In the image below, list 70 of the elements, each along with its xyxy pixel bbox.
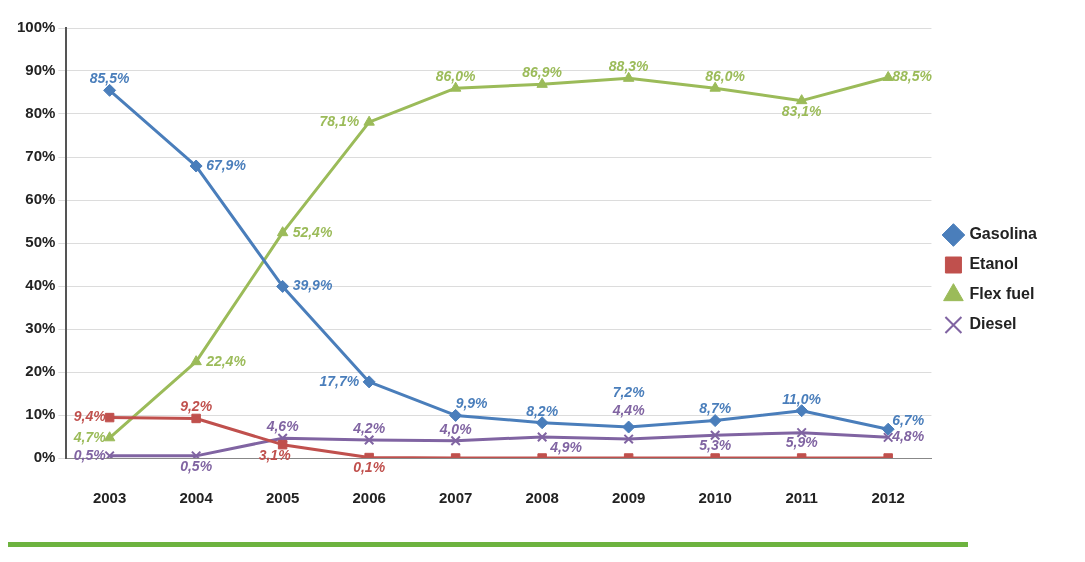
data-label: 67,9%	[206, 156, 247, 173]
point	[623, 433, 634, 445]
data-label: 86,0%	[435, 68, 477, 85]
y-tick-label: 60%	[25, 190, 56, 208]
x-tick-label: 2005	[265, 489, 300, 507]
x-tick-label: 2006	[352, 489, 386, 507]
data-label: 78,1%	[319, 113, 360, 130]
data-label: 4,9%	[549, 438, 583, 455]
legend-label: Flex fuel	[969, 285, 1035, 303]
data-label: 17,7%	[319, 372, 360, 389]
data-label: 88,3%	[608, 58, 650, 75]
point	[189, 159, 203, 173]
data-label: 39,9%	[292, 277, 333, 294]
data-label: 4,8%	[891, 428, 925, 445]
point	[362, 375, 376, 389]
y-tick-label: 0%	[33, 448, 56, 466]
data-label: 6,7%	[892, 412, 925, 429]
y-tick-label: 50%	[25, 233, 56, 251]
data-label: 52,4%	[292, 223, 333, 240]
x-tick-label: 2003	[92, 489, 127, 507]
y-tick-label: 90%	[25, 61, 56, 79]
x-tick-label: 2009	[611, 489, 646, 507]
legend-label: Etanol	[969, 255, 1019, 273]
data-label: 85,5%	[89, 70, 131, 87]
x-tick-label: 2011	[785, 489, 818, 507]
point	[276, 226, 289, 237]
y-tick-label: 70%	[25, 147, 56, 165]
data-label: 86,0%	[705, 68, 746, 85]
point	[622, 420, 636, 434]
point	[190, 355, 202, 366]
x-tick-label: 2012	[871, 489, 905, 507]
data-label: 83,1%	[781, 102, 823, 119]
data-label: 4,7%	[72, 428, 107, 445]
y-tick-label: 10%	[25, 405, 56, 423]
x-tick-label: 2008	[525, 489, 559, 507]
data-label: 4,0%	[438, 420, 473, 437]
data-label: 9,9%	[455, 395, 489, 412]
data-label: 9,2%	[180, 398, 213, 415]
data-label: 4,6%	[265, 418, 300, 435]
x-tick-label: 2007	[438, 489, 473, 507]
point	[277, 439, 288, 450]
data-label: 4,4%	[611, 401, 646, 418]
x-tick-label: 2010	[698, 489, 732, 507]
data-label: 0,5%	[180, 457, 213, 474]
point	[536, 431, 548, 443]
point	[191, 413, 201, 424]
data-label: 88,5%	[892, 68, 933, 85]
data-label: 4,2%	[352, 419, 386, 436]
data-label: 22,4%	[205, 352, 247, 369]
y-tick-label: 40%	[25, 276, 56, 294]
legend-label: Gasolina	[969, 225, 1038, 243]
y-tick-label: 80%	[25, 104, 56, 122]
y-tick-label: 20%	[25, 362, 56, 380]
y-tick-label: 100%	[16, 18, 56, 36]
point	[795, 94, 808, 105]
data-label: 8,7%	[699, 400, 732, 417]
point	[276, 279, 290, 293]
data-label: 86,9%	[522, 64, 563, 81]
data-label: 8,2%	[526, 402, 559, 419]
data-label: 11,0%	[782, 390, 822, 407]
legend-label: Diesel	[969, 315, 1017, 333]
data-label: 7,2%	[612, 383, 646, 400]
x-tick-label: 2004	[179, 489, 214, 507]
y-tick-label: 30%	[25, 319, 56, 337]
data-label: 5,3%	[699, 437, 732, 454]
point	[709, 429, 721, 441]
data-label: 5,9%	[785, 434, 819, 451]
point	[796, 427, 807, 438]
data-label: 0,1%	[353, 459, 386, 476]
point	[363, 115, 375, 126]
